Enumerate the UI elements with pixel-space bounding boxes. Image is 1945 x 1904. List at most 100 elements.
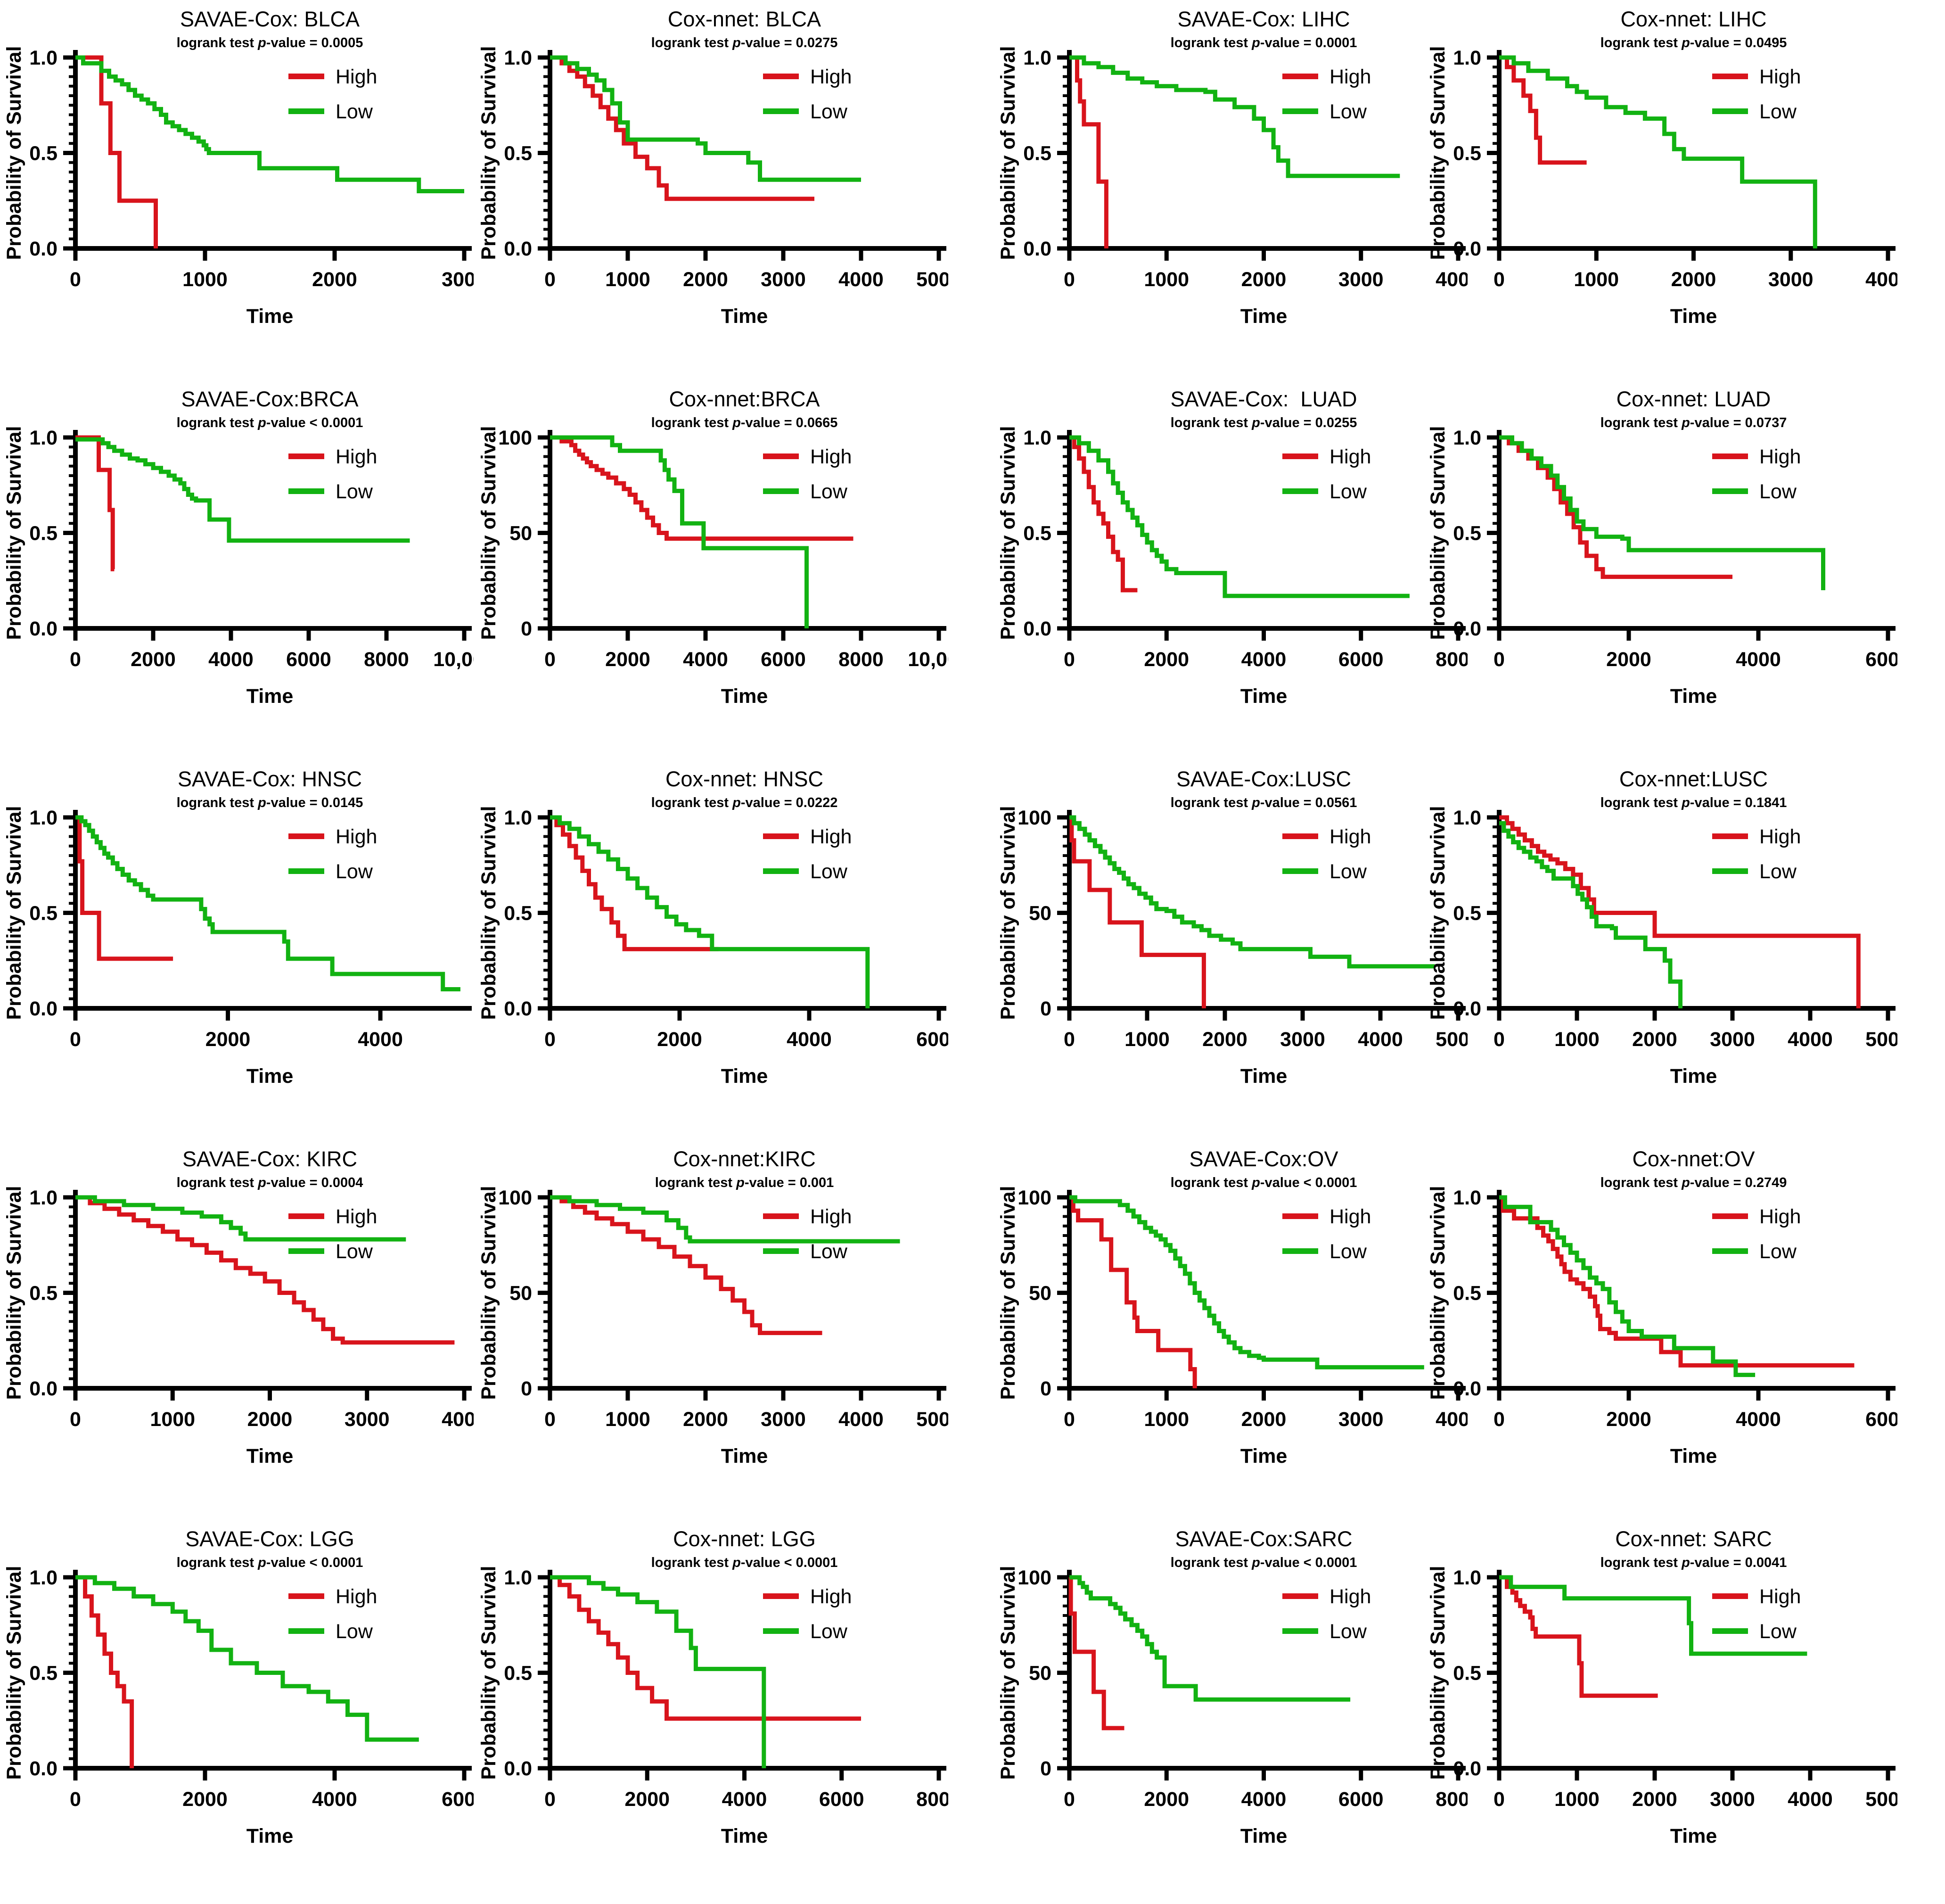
x-tick-label: 2000: [1606, 1408, 1651, 1431]
x-tick-label: 2000: [131, 648, 176, 671]
x-tick-label: 4000: [1358, 1028, 1403, 1051]
km-chart-cox-nnet-kirc: Cox-nnet:KIRC logrank test p-value = 0.00…: [477, 1147, 961, 1467]
y-tick-label: 0.5: [1453, 1282, 1481, 1305]
subtitle-pvalue: -value = 0.0222: [741, 795, 838, 810]
high-risk-curve: [1069, 1195, 1197, 1388]
high-risk-curve: [550, 55, 814, 201]
low-risk-curve: [1069, 1575, 1351, 1702]
p-italic: p: [1681, 35, 1690, 50]
x-tick-label: 0: [544, 1788, 556, 1811]
high-risk-curve: [1499, 815, 1861, 1008]
y-axis-label: Probability of Survival: [1427, 1186, 1449, 1400]
x-tick-label: 4000: [722, 1788, 767, 1811]
high-risk-curve: [1499, 1195, 1855, 1368]
x-tick-label: 10,000: [908, 648, 948, 671]
y-tick-label: 100: [498, 427, 532, 449]
y-axis-label: Probability of Survival: [3, 1566, 25, 1780]
x-tick-label: 1000: [605, 268, 650, 291]
high-risk-curve: [75, 1195, 455, 1345]
km-chart-savae-cox-lgg: SAVAE-Cox: LGG logrank test p-value < 0.0…: [3, 1527, 487, 1847]
y-tick-label: 1.0: [504, 47, 532, 69]
x-axis-label: Time: [1670, 685, 1717, 708]
panel-subtitle: logrank test p-value = 0.001: [655, 1175, 834, 1190]
y-axis-label: Probability of Survival: [1427, 1566, 1449, 1780]
y-tick-label: 0.5: [1023, 522, 1051, 545]
x-tick-label: 10,000: [433, 648, 474, 671]
low-risk-curve: [75, 815, 460, 991]
x-tick-label: 3000: [442, 268, 474, 291]
y-tick-label: 100: [1018, 1187, 1051, 1209]
y-tick-label: 1.0: [1453, 47, 1481, 69]
y-axis-label: Probability of Survival: [1427, 806, 1449, 1020]
subtitle-pvalue: -value = 0.1841: [1690, 795, 1787, 810]
km-panel-cox-nnet-lihc: Cox-nnet: LIHC logrank test p-value = 0.0…: [1424, 2, 1911, 382]
y-tick-label: 0.0: [1453, 618, 1481, 640]
x-axis-label: Time: [246, 1445, 294, 1467]
legend-high-label: High: [810, 66, 852, 88]
legend-high-label: High: [810, 825, 852, 848]
legend-low-label: Low: [810, 1620, 848, 1643]
low-risk-curve: [75, 1195, 406, 1242]
subtitle-pvalue: -value = 0.0275: [741, 35, 838, 50]
x-tick-label: 0: [1494, 1788, 1505, 1811]
x-tick-label: 0: [1494, 1408, 1505, 1431]
y-tick-label: 1.0: [1453, 807, 1481, 829]
y-tick-label: 0.0: [29, 238, 57, 260]
subtitle-prefix: logrank test: [651, 1555, 732, 1570]
low-risk-curve: [75, 55, 464, 193]
x-tick-label: 2000: [1241, 268, 1287, 291]
y-tick-label: 0: [1040, 1757, 1051, 1780]
x-tick-label: 0: [70, 1788, 81, 1811]
x-tick-label: 4000: [208, 648, 254, 671]
x-tick-label: 6000: [1338, 648, 1384, 671]
subtitle-prefix: logrank test: [1600, 1175, 1682, 1190]
low-risk-curve: [1499, 55, 1817, 248]
x-axis-label: Time: [721, 1445, 768, 1467]
legend-low-label: Low: [336, 860, 373, 883]
panel-subtitle: logrank test p-value < 0.0001: [1171, 1555, 1357, 1570]
x-tick-label: 6000: [1865, 648, 1897, 671]
low-risk-curve: [1069, 1195, 1424, 1369]
p-italic: p: [732, 415, 741, 430]
y-tick-label: 0: [521, 1377, 532, 1400]
panel-title: Cox-nnet: HNSC: [665, 767, 823, 791]
y-tick-label: 0.5: [29, 1282, 57, 1305]
x-tick-label: 4000: [312, 1788, 357, 1811]
high-risk-curve: [1069, 435, 1138, 593]
km-panel-cox-nnet-sarc: Cox-nnet: SARC logrank test p-value = 0.0…: [1424, 1522, 1911, 1902]
x-axis-label: Time: [246, 1825, 294, 1847]
x-axis-label: Time: [1670, 1445, 1717, 1467]
km-panel-cox-nnet-ov: Cox-nnet:OV logrank test p-value = 0.2749…: [1424, 1142, 1911, 1522]
legend-low-label: Low: [336, 1240, 373, 1263]
subtitle-pvalue: -value = 0.0005: [266, 35, 363, 50]
legend-high-label: High: [336, 66, 377, 88]
subtitle-prefix: logrank test: [651, 795, 732, 810]
x-tick-label: 4000: [1736, 648, 1781, 671]
legend-high-label: High: [1329, 66, 1371, 88]
p-italic: p: [257, 1175, 266, 1190]
x-axis-label: Time: [1240, 685, 1288, 708]
legend-low-label: Low: [1759, 1240, 1797, 1263]
y-axis-label: Probability of Survival: [1427, 426, 1449, 640]
y-tick-label: 0.0: [1453, 1757, 1481, 1780]
panel-subtitle: logrank test p-value = 0.2749: [1600, 1175, 1787, 1190]
y-tick-label: 1.0: [504, 1566, 532, 1589]
y-tick-label: 1.0: [1453, 1566, 1481, 1589]
km-panel-savae-cox-lgg: SAVAE-Cox: LGG logrank test p-value < 0.0…: [0, 1522, 487, 1902]
legend-low-label: Low: [1329, 100, 1367, 123]
low-risk-curve: [550, 435, 809, 628]
p-italic: p: [1251, 415, 1260, 430]
x-tick-label: 2000: [182, 1788, 228, 1811]
high-risk-curve: [1499, 55, 1587, 165]
x-tick-label: 3000: [1710, 1788, 1755, 1811]
y-axis-label: Probability of Survival: [477, 1566, 500, 1780]
subtitle-pvalue: -value = 0.0255: [1260, 415, 1357, 430]
km-panel-savae-cox-hnsc: SAVAE-Cox: HNSC logrank test p-value = 0.…: [0, 762, 474, 1142]
y-tick-label: 0.5: [29, 142, 57, 165]
legend-low-label: Low: [1329, 1240, 1367, 1263]
legend-high-label: High: [1329, 825, 1371, 848]
legend-low-label: Low: [336, 1620, 373, 1643]
panel-title: SAVAE-Cox:OV: [1190, 1147, 1338, 1171]
x-tick-label: 6000: [442, 1788, 474, 1811]
x-axis-label: Time: [1240, 1825, 1288, 1847]
